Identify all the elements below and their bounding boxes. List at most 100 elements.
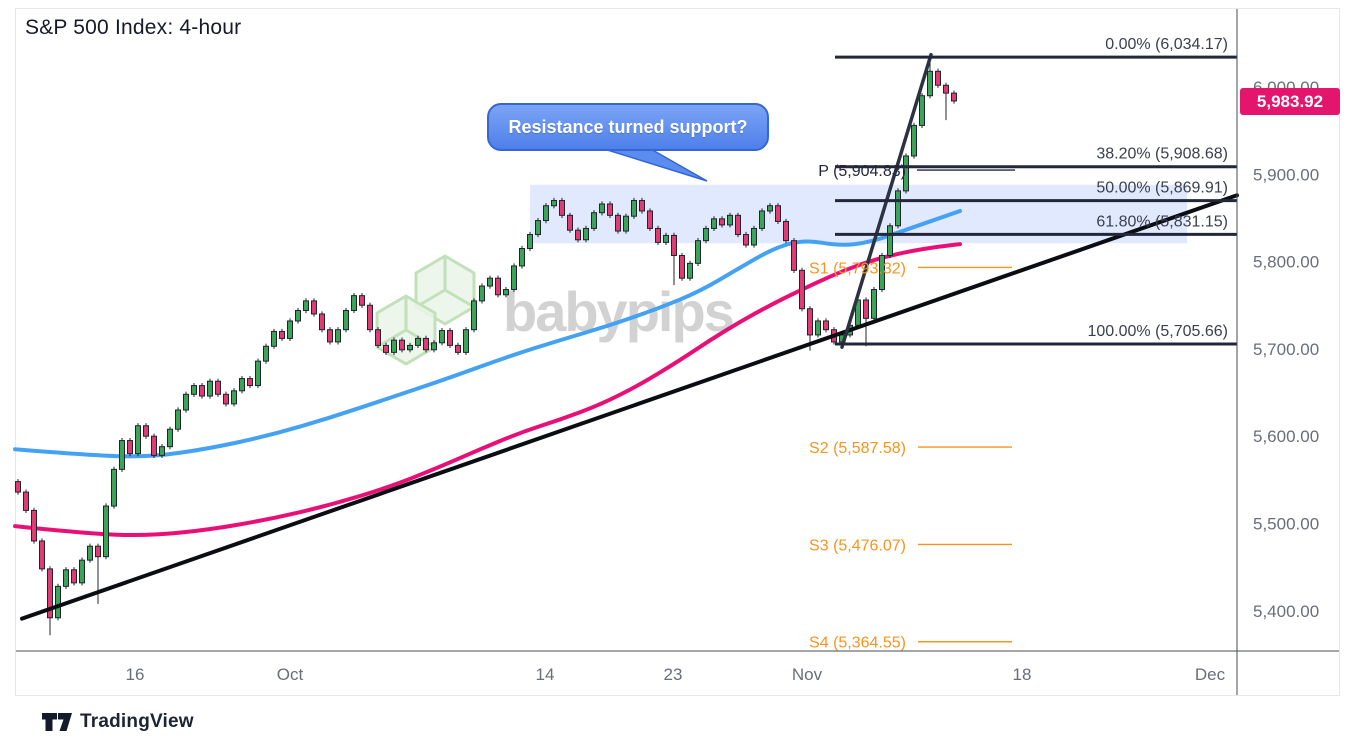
annotation-callout[interactable]: Resistance turned support? — [487, 103, 769, 151]
candle-body — [55, 585, 61, 619]
candle-body — [927, 70, 933, 97]
price-axis-label: 5,700.00 — [1253, 340, 1319, 359]
candle-body — [583, 227, 589, 241]
candle-body — [47, 568, 53, 619]
candle-body — [447, 330, 453, 346]
candle-body — [527, 234, 533, 250]
candle-body — [15, 481, 21, 493]
candle-body — [439, 330, 445, 344]
price-axis-label: 5,400.00 — [1253, 602, 1319, 621]
candle-body — [399, 339, 405, 351]
candle-body — [303, 300, 309, 311]
tradingview-mark-icon — [42, 713, 72, 731]
candle-body — [63, 569, 69, 587]
candle-body — [479, 285, 485, 302]
candle-body — [87, 545, 93, 561]
candle-body — [687, 262, 693, 279]
time-axis-label: Oct — [277, 665, 304, 684]
fib-level-label: 61.80% (5,831.15) — [1096, 213, 1228, 230]
candle-body — [631, 199, 637, 217]
pivot-level-label-p: P (5,904.83) — [818, 163, 906, 180]
candle-body — [943, 84, 949, 94]
candle-body — [455, 344, 461, 353]
candle-body — [407, 344, 413, 351]
candle-body — [287, 320, 293, 339]
price-axis-label: 5,500.00 — [1253, 515, 1319, 534]
candle-body — [775, 205, 781, 222]
candle-body — [423, 337, 429, 351]
candle-body — [271, 330, 277, 347]
fib-level-label: 50.00% (5,869.91) — [1096, 180, 1228, 197]
candle-body — [159, 446, 165, 456]
candle-body — [279, 330, 285, 339]
candle-body — [671, 234, 677, 256]
candle-body — [647, 210, 653, 229]
candle-body — [463, 329, 469, 353]
candle-body — [151, 435, 157, 456]
fib-level-label: 38.20% (5,908.68) — [1096, 146, 1228, 163]
candle-body — [167, 428, 173, 448]
time-axis-label: Dec — [1195, 665, 1226, 684]
candle-body — [575, 229, 581, 241]
candle-body — [887, 225, 893, 256]
candle-body — [175, 409, 181, 430]
candle-body — [791, 240, 797, 271]
candle-body — [383, 344, 389, 353]
candle-body — [487, 277, 493, 287]
candle-body — [119, 440, 125, 470]
candle-body — [359, 295, 365, 306]
candle-body — [183, 393, 189, 411]
candle-body — [199, 385, 205, 397]
ascending-support-trendline — [20, 193, 1239, 621]
candle-body — [255, 360, 261, 387]
candle-body — [951, 92, 957, 102]
candle-body — [471, 300, 477, 331]
candle-body — [247, 378, 253, 387]
candle-body — [655, 227, 661, 243]
tradingview-logo[interactable]: TradingView — [42, 708, 194, 736]
candle-body — [639, 199, 645, 212]
candle-body — [703, 227, 709, 242]
candle-body — [623, 215, 629, 232]
slow-ma-line — [13, 242, 962, 538]
candle-body — [607, 203, 613, 216]
candle-body — [599, 203, 605, 214]
fib-level-label: 100.00% (5,705.66) — [1087, 323, 1228, 340]
candle-body — [415, 337, 421, 346]
candle-body — [207, 380, 213, 397]
candle-body — [911, 124, 917, 157]
candle-body — [231, 390, 237, 405]
pivot-level-label-s3: S3 (5,476.07) — [809, 537, 906, 554]
candle-body — [743, 234, 749, 246]
candle-body — [319, 313, 325, 331]
candle-body — [719, 218, 725, 226]
candle-body — [295, 309, 301, 322]
candle-body — [935, 70, 941, 86]
candle-body — [807, 308, 813, 336]
candle-body — [343, 309, 349, 331]
candle-body — [79, 559, 85, 584]
candle-body — [103, 505, 109, 558]
candle-body — [799, 269, 805, 310]
candle-body — [815, 320, 821, 336]
tradingview-name: TradingView — [80, 711, 194, 732]
candle-body — [823, 320, 829, 331]
candle-body — [223, 393, 229, 405]
candle-body — [95, 545, 101, 558]
candlestick-series — [15, 57, 957, 636]
time-axis-label: 18 — [1013, 665, 1032, 684]
time-axis-label: Nov — [792, 665, 823, 684]
last-price-badge: 5,983.92 — [1240, 88, 1340, 115]
price-axis-label: 5,600.00 — [1253, 427, 1319, 446]
candle-body — [39, 540, 45, 570]
candle-body — [535, 220, 541, 236]
candle-body — [551, 199, 557, 207]
candle-body — [311, 300, 317, 315]
candle-body — [711, 218, 717, 229]
pivot-level-label-s2: S2 (5,587.58) — [809, 440, 906, 457]
candle-body — [215, 380, 221, 395]
candle-body — [71, 569, 77, 584]
fast-ma-line — [13, 208, 962, 459]
chart-title: S&P 500 Index: 4-hour — [25, 16, 242, 39]
